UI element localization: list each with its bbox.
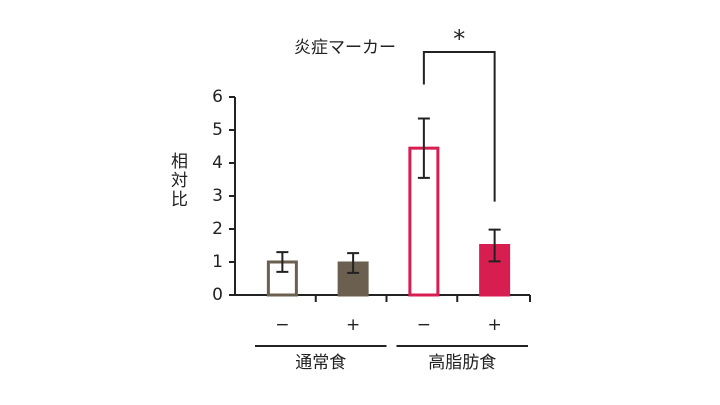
x-tick-label: − (275, 315, 289, 335)
error-bar (488, 228, 501, 263)
significance-bracket (422, 51, 496, 202)
group-label: 通常食 (295, 353, 346, 373)
x-tick-label: − (417, 315, 431, 335)
y-tick-label: 2 (212, 219, 223, 239)
y-tick-label: 3 (212, 186, 223, 206)
y-tick-label: 0 (212, 285, 223, 305)
y-tick-label: 1 (212, 252, 223, 272)
x-tick-label: + (346, 315, 360, 335)
error-bar (276, 251, 289, 273)
y-tick-label: 6 (212, 87, 223, 107)
y-tick-label: 4 (212, 153, 223, 173)
y-tick-label: 5 (212, 120, 223, 140)
bar (266, 260, 298, 297)
x-tick-label: + (488, 315, 502, 335)
error-bar (417, 117, 430, 179)
chart-title: 炎症マーカー (294, 38, 396, 58)
group-label: 高脂肪食 (428, 353, 496, 373)
significance-label: * (453, 25, 465, 53)
error-bar (347, 252, 360, 274)
y-axis-label: 相対比 (167, 152, 188, 209)
